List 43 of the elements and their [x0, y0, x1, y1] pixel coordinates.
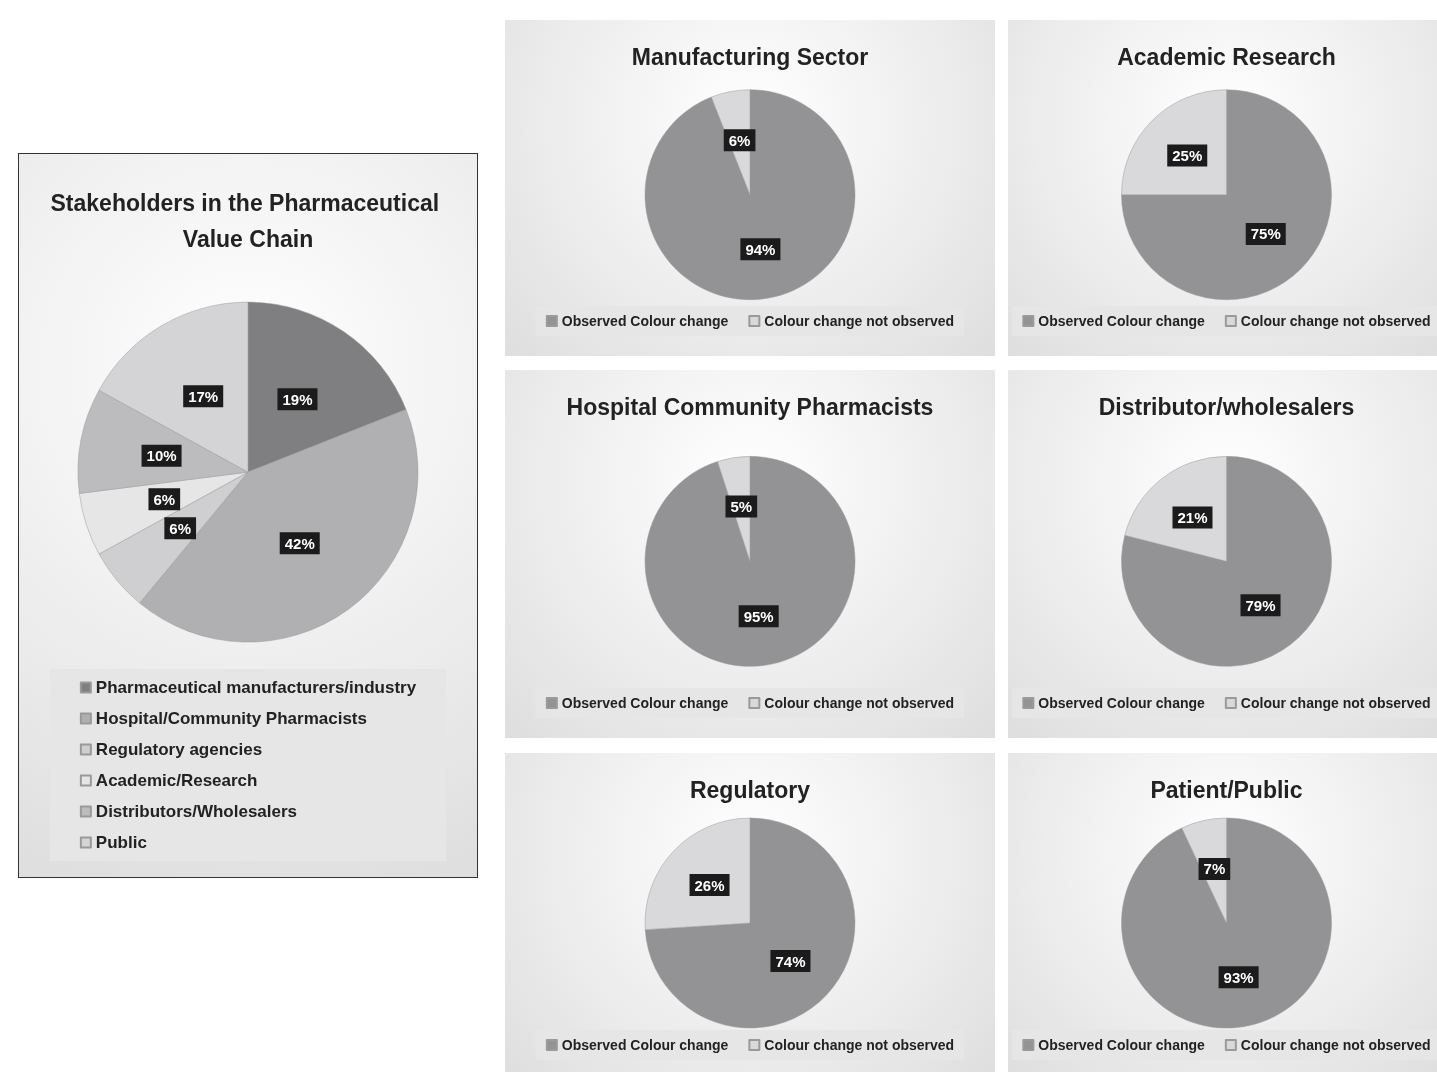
chart-title: Patient/Public — [1150, 777, 1303, 803]
legend-label: Regulatory agencies — [95, 740, 263, 759]
data-label: 7% — [1203, 860, 1226, 878]
legend-label: Distributors/Wholesalers — [95, 802, 298, 821]
data-label: 19% — [282, 390, 313, 408]
legend-label: Observed Colour change — [561, 1037, 729, 1053]
legend-label: Hospital/Community Pharmacists — [95, 709, 367, 728]
legend-label: Colour change not observed — [764, 695, 955, 711]
data-label: 5% — [730, 498, 753, 516]
data-label: 79% — [1245, 596, 1276, 614]
chart-title: Academic Research — [1117, 44, 1336, 70]
legend-label: Pharmaceutical manufacturers/industry — [95, 678, 417, 697]
data-label: 75% — [1250, 225, 1281, 243]
legend-label: Colour change not observed — [1240, 695, 1431, 711]
data-label: 95% — [743, 607, 774, 625]
data-label: 74% — [775, 952, 806, 970]
legend-label: Observed Colour change — [561, 695, 729, 711]
legend-label: Colour change not observed — [764, 1037, 955, 1053]
chart-title: Hospital Community Pharmacists — [566, 394, 934, 420]
chart-title: Manufacturing Sector — [631, 44, 869, 70]
chart-title: Distributor/wholesalers — [1098, 394, 1355, 420]
data-label: 10% — [146, 447, 177, 465]
data-label: 25% — [1172, 146, 1203, 164]
legend-label: Observed Colour change — [1038, 313, 1206, 329]
data-label: 21% — [1177, 509, 1208, 527]
legend-label: Observed Colour change — [561, 313, 729, 329]
data-label: 42% — [284, 534, 315, 552]
chart-title: Stakeholders in the Pharmaceutical Value Chain — [50, 190, 446, 252]
legend-label: Public — [95, 833, 147, 852]
legend-label: Academic/Research — [95, 771, 258, 790]
data-label: 6% — [728, 131, 751, 149]
legend-label: Observed Colour change — [1038, 695, 1206, 711]
data-label: 17% — [188, 387, 219, 405]
legend-label: Colour change not observed — [1240, 313, 1431, 329]
data-label: 26% — [694, 876, 725, 894]
data-label: 93% — [1223, 968, 1254, 986]
legend-label: Colour change not observed — [1240, 1037, 1431, 1053]
data-label: 94% — [745, 240, 776, 258]
chart-title: Regulatory — [689, 777, 811, 803]
data-label: 6% — [169, 519, 192, 537]
legend-label: Colour change not observed — [764, 313, 955, 329]
legend-label: Observed Colour change — [1038, 1037, 1206, 1053]
data-label: 6% — [153, 490, 176, 508]
